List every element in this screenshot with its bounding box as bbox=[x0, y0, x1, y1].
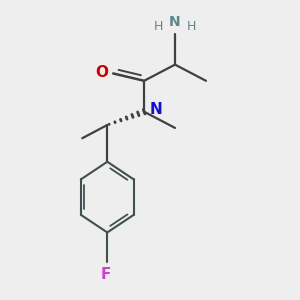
Text: H: H bbox=[187, 20, 196, 33]
Text: F: F bbox=[100, 267, 111, 282]
Text: N: N bbox=[149, 102, 162, 117]
Text: N: N bbox=[169, 15, 181, 29]
Text: H: H bbox=[154, 20, 164, 33]
Text: O: O bbox=[95, 65, 108, 80]
